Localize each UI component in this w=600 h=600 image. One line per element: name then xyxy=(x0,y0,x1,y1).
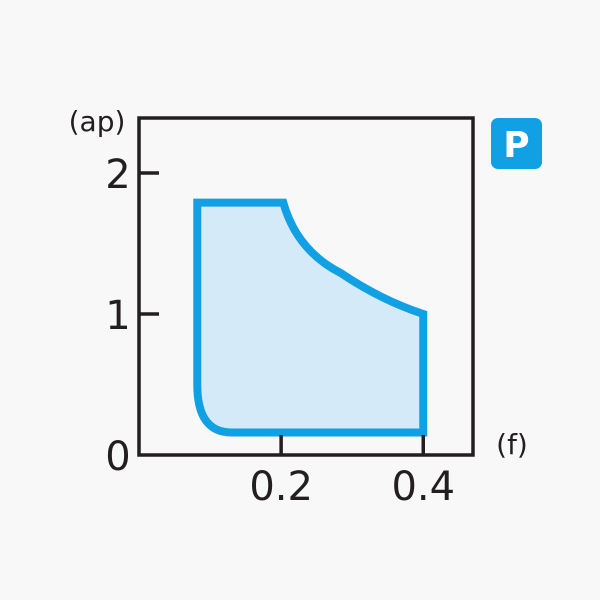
category-badge: P xyxy=(491,118,542,169)
x-tick-label: 0.2 xyxy=(249,464,313,510)
x-tick-label: 0.4 xyxy=(391,464,455,510)
y-tick-label: 2 xyxy=(105,152,130,198)
plot-frame xyxy=(137,116,475,457)
y-axis-label: (ap) xyxy=(69,105,126,138)
badge-label: P xyxy=(503,125,529,166)
y-tick-label: 1 xyxy=(105,293,130,339)
machining-region xyxy=(193,198,428,437)
badge-background xyxy=(491,118,542,169)
y-tick-label: 0 xyxy=(105,434,130,480)
x-axis-label: (f) xyxy=(496,428,528,461)
